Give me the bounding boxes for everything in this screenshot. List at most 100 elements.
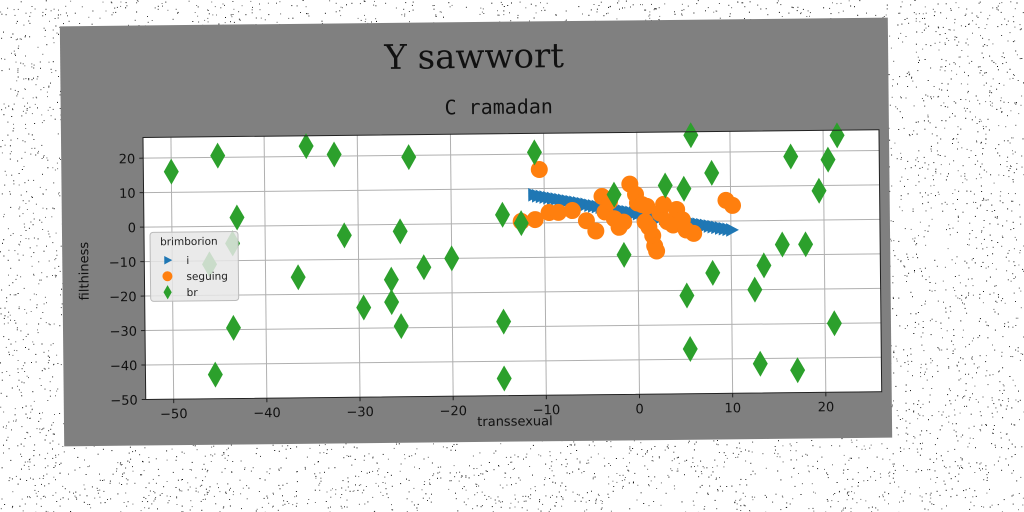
noise-dot [145,498,147,500]
noise-dot [490,497,492,499]
noise-dot [54,259,56,261]
noise-dot [149,490,151,492]
noise-dot [31,63,33,65]
noise-dot [739,484,741,486]
noise-dot [279,488,281,490]
noise-dot [530,3,532,5]
noise-dot [963,490,965,492]
noise-dot [8,68,10,70]
noise-dot [642,4,643,6]
noise-dot [1015,301,1016,302]
noise-dot [60,14,62,16]
noise-dot [177,11,179,13]
noise-dot [914,437,916,439]
noise-dot [965,297,967,299]
noise-dot [535,490,536,492]
noise-dot [281,445,283,447]
noise-dot [914,321,916,323]
noise-dot [934,290,936,292]
noise-dot [915,313,917,315]
noise-dot [99,489,101,491]
noise-dot [13,294,15,296]
noise-dot [556,496,558,498]
noise-dot [143,470,145,472]
noise-dot [123,472,125,474]
noise-dot [893,463,895,465]
noise-dot [826,499,828,500]
noise-dot [918,235,919,237]
noise-dot [3,317,5,319]
noise-dot [947,358,949,359]
noise-dot [207,492,209,493]
noise-dot [961,299,963,301]
noise-dot [933,504,935,505]
noise-dot [922,13,924,15]
noise-dot [34,147,36,149]
noise-dot [892,477,894,479]
noise-dot [851,491,853,493]
noise-dot [900,6,902,8]
noise-dot [32,212,34,214]
noise-dot [1001,447,1003,449]
noise-dot [654,8,655,10]
noise-dot [33,252,35,254]
noise-dot [8,284,10,286]
noise-dot [916,253,917,255]
noise-dot [888,503,889,505]
noise-dot [967,83,969,85]
noise-dot [10,267,12,269]
noise-dot [952,350,954,352]
noise-dot [629,508,631,510]
noise-dot [912,210,914,212]
noise-dot [948,29,950,31]
noise-dot [533,17,535,19]
noise-dot [985,126,987,128]
noise-dot [893,350,895,352]
noise-dot [18,45,20,47]
noise-dot [896,427,897,429]
noise-dot [967,90,969,92]
noise-dot [831,445,833,447]
noise-dot [882,17,884,19]
noise-dot [413,487,415,489]
noise-dot [939,34,941,36]
noise-dot [176,497,178,499]
noise-dot [148,495,150,496]
noise-dot [645,19,647,21]
noise-dot [60,294,61,296]
noise-dot [975,399,977,400]
noise-dot [358,503,360,505]
noise-dot [179,490,181,492]
noise-dot [878,496,880,498]
noise-dot [907,325,908,327]
noise-dot [6,439,8,441]
noise-dot [372,457,374,459]
noise-dot [935,172,937,174]
noise-dot [748,11,750,13]
noise-dot [919,21,921,23]
noise-dot [958,379,960,381]
noise-dot [58,443,60,445]
noise-dot [539,501,540,503]
noise-dot [630,450,632,452]
noise-dot [979,297,981,299]
noise-dot [903,465,904,467]
noise-dot [142,461,144,463]
noise-dot [54,169,56,171]
noise-dot [954,448,956,450]
noise-dot [960,83,962,85]
noise-dot [1022,12,1024,14]
noise-dot [448,488,450,490]
noise-dot [423,484,425,485]
noise-dot [558,491,560,493]
noise-dot [551,461,553,463]
noise-dot [926,379,928,381]
noise-dot [36,304,38,306]
noise-dot [449,472,451,474]
noise-dot [288,17,290,19]
noise-dot [48,359,50,361]
noise-dot [927,509,929,511]
noise-dot [934,444,936,446]
noise-dot [34,444,36,446]
noise-dot [514,498,516,500]
